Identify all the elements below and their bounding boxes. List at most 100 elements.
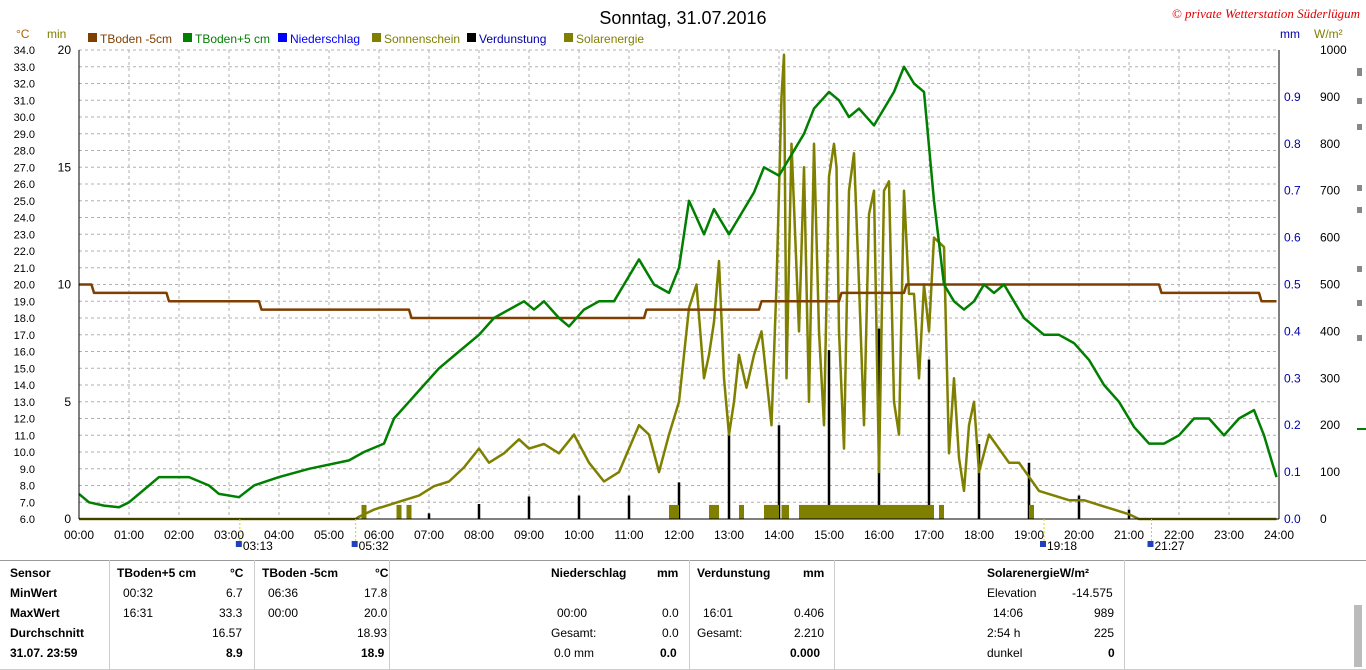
x-tick-label: 10:00: [564, 528, 594, 542]
x-tick-label: 01:00: [114, 528, 144, 542]
tplus-min-val: 6.7: [226, 586, 243, 600]
tminus-max-time: 00:00: [268, 606, 299, 620]
y-wm2-tick-label: 300: [1320, 371, 1340, 385]
evap-total-label: Gesamt:: [697, 626, 743, 640]
y-temp-tick-label: 13.0: [14, 397, 35, 409]
evap-max-val: 0.406: [794, 606, 825, 620]
sunshine-bar: [764, 504, 779, 519]
y-wm2-tick-label: 0: [1320, 512, 1327, 526]
tplus-unit: °C: [230, 566, 244, 580]
y-min-tick-label: 20: [58, 43, 72, 57]
tplus-header: TBoden+5 cm: [117, 566, 197, 580]
solar-max-time: 14:06: [993, 606, 1024, 620]
y-wm2-tick-label: 900: [1320, 90, 1340, 104]
x-tick-label: 09:00: [514, 528, 544, 542]
y-temp-tick-label: 32.0: [14, 79, 35, 91]
x-tick-label: 03:00: [214, 528, 244, 542]
y-temp-tick-label: 21.0: [14, 263, 35, 275]
max-label: MaxWert: [10, 606, 60, 620]
sun-marker-label: 21:27: [1155, 539, 1185, 553]
evap-max-time: 16:01: [703, 606, 734, 620]
x-tick-label: 06:00: [364, 528, 394, 542]
tplus-avg: 16.57: [212, 626, 243, 640]
rain-current-label: 0.0 mm: [554, 646, 595, 660]
solar-dark-label: dunkel: [987, 646, 1023, 660]
y-temp-tick-label: 16.0: [14, 347, 35, 359]
sun-marker-icon: [235, 541, 242, 547]
sunshine-bar: [669, 504, 679, 519]
tminus-unit: °C: [375, 566, 389, 580]
sunshine-bar: [804, 504, 934, 519]
y-mm-tick-label: 0.3: [1284, 371, 1301, 385]
chart-axes: [78, 50, 1280, 520]
sunshine-bar: [799, 504, 804, 519]
y-temp-tick-label: 22.0: [14, 246, 35, 258]
solar-dark-val: 0: [1108, 646, 1115, 660]
solar-energy-line: [79, 53, 1277, 521]
tminus-max-val: 20.0: [364, 606, 388, 620]
legend-label: TBoden -5cm: [100, 32, 172, 46]
y-wm2-tick-label: 100: [1320, 465, 1340, 479]
side-marker: [1357, 124, 1362, 130]
y-temp-tick-label: 30.0: [14, 112, 35, 124]
y-temp-tick-label: 10.0: [14, 447, 35, 459]
rain-max-val: 0.0: [662, 606, 679, 620]
legend-swatch: [183, 33, 192, 42]
chart-legend: TBoden -5cm TBoden+5 cm Niederschlag Sonnen…: [88, 32, 644, 46]
solar-header: SolarenergieW/m²: [987, 566, 1090, 580]
rain-max-time: 00:00: [557, 606, 588, 620]
side-marker: [1357, 185, 1362, 191]
stats-grid: [0, 560, 1366, 670]
side-marker: [1357, 266, 1362, 272]
y-temp-tick-label: 27.0: [14, 162, 35, 174]
side-marker: [1357, 300, 1362, 306]
sunshine-bar: [739, 504, 744, 519]
x-tick-label: 19:00: [1014, 528, 1044, 542]
y-temp-tick-label: 25.0: [14, 196, 35, 208]
y-wm2-tick-label: 600: [1320, 231, 1340, 245]
tboden-plus5-line: [78, 65, 1278, 509]
y-temp-tick-label: 33.0: [14, 62, 35, 74]
y-temp-tick-label: 26.0: [14, 179, 35, 191]
rain-total-label: Gesamt:: [551, 626, 597, 640]
sunshine-bar: [709, 504, 719, 519]
y-mm-tick-label: 0.8: [1284, 137, 1301, 151]
y-mm-tick-label: 0.7: [1284, 184, 1301, 198]
legend-swatch: [88, 33, 97, 42]
side-marker: [1357, 335, 1362, 341]
x-tick-label: 24:00: [1264, 528, 1294, 542]
side-marker: [1357, 207, 1362, 213]
evap-current: 0.000: [790, 646, 821, 660]
date-label: 31.07. 23:59: [10, 646, 78, 660]
tminus-min-val: 17.8: [364, 586, 388, 600]
y-mm-tick-label: 0.1: [1284, 465, 1301, 479]
y-temp-tick-label: 8.0: [20, 481, 35, 493]
y-mm-tick-label: 0.4: [1284, 324, 1301, 338]
sunshine-bar: [396, 504, 402, 519]
y-wm2-tick-label: 400: [1320, 324, 1340, 338]
sunshine-bar: [361, 504, 367, 519]
y-temp-tick-label: 18.0: [14, 313, 35, 325]
y-temp-tick-label: 15.0: [14, 363, 35, 375]
y-temp-tick-label: 6.0: [20, 514, 35, 526]
sunshine-bar: [406, 504, 412, 519]
x-tick-label: 12:00: [664, 528, 694, 542]
solar-sun-label: 2:54 h: [987, 626, 1021, 640]
y-temp-tick-label: 11.0: [14, 430, 35, 442]
y-wm2-tick-label: 700: [1320, 184, 1340, 198]
x-tick-label: 14:00: [764, 528, 794, 542]
solar-sun-val: 225: [1094, 626, 1115, 640]
y-mm-tick-label: 0.5: [1284, 278, 1301, 292]
rain-current: 0.0: [660, 646, 677, 660]
legend-swatch: [278, 33, 287, 42]
unit-mm: mm: [1280, 27, 1300, 41]
x-tick-label: 08:00: [464, 528, 494, 542]
x-tick-label: 02:00: [164, 528, 194, 542]
legend-swatch: [564, 33, 573, 42]
sun-marker-label: 19:18: [1047, 539, 1077, 553]
y-temp-tick-label: 19.0: [14, 296, 35, 308]
legend-swatch: [467, 33, 476, 42]
y-min-tick-label: 15: [58, 160, 72, 174]
y-min-tick-label: 0: [64, 512, 71, 526]
y-temp-tick-label: 24.0: [14, 213, 35, 225]
